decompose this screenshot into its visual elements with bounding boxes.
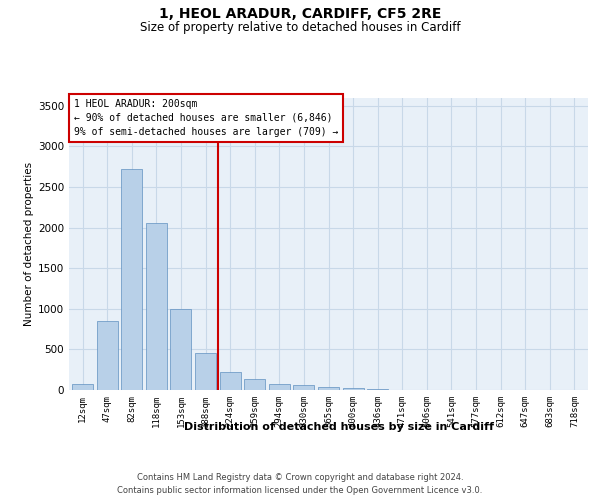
Bar [195,354,216,390]
Text: Size of property relative to detached houses in Cardiff: Size of property relative to detached ho… [140,21,460,34]
Text: Distribution of detached houses by size in Cardiff: Distribution of detached houses by size … [184,422,494,432]
Bar [269,384,290,390]
Bar [72,384,93,390]
Bar [244,378,265,390]
Bar [220,372,241,390]
Bar [170,308,191,390]
Text: 1 HEOL ARADUR: 200sqm
← 90% of detached houses are smaller (6,846)
9% of semi-de: 1 HEOL ARADUR: 200sqm ← 90% of detached … [74,99,338,137]
Bar [146,222,167,390]
Bar [121,169,142,390]
Text: Contains public sector information licensed under the Open Government Licence v3: Contains public sector information licen… [118,486,482,495]
Bar [293,385,314,390]
Text: Contains HM Land Registry data © Crown copyright and database right 2024.: Contains HM Land Registry data © Crown c… [137,472,463,482]
Bar [343,388,364,390]
Bar [367,389,388,390]
Bar [97,321,118,390]
Text: 1, HEOL ARADUR, CARDIFF, CF5 2RE: 1, HEOL ARADUR, CARDIFF, CF5 2RE [159,8,441,22]
Bar [318,387,339,390]
Y-axis label: Number of detached properties: Number of detached properties [24,162,34,326]
